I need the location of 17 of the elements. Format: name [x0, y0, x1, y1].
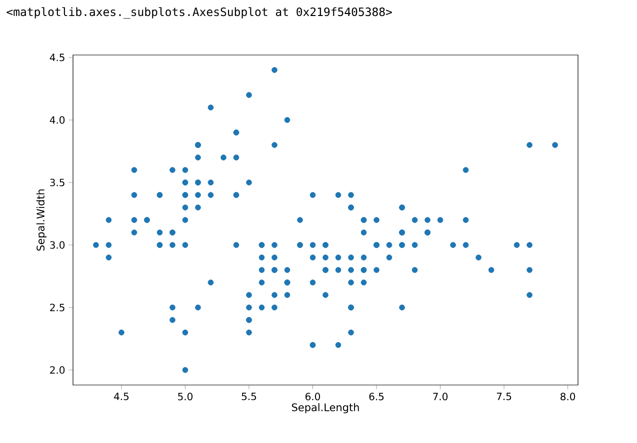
text: <matplotlib.axes._subplots.AxesSubplot at 0x219f5405388> [6, 7, 392, 19]
y-tick-label: 3.5 [50, 178, 64, 186]
y-axis-title: Sepal.Width [36, 189, 47, 251]
x-axis-title: Sepal.Length [292, 403, 359, 414]
x-tick-label: 5.0 [178, 392, 192, 400]
x-tick-label: 8.0 [560, 392, 576, 400]
x-tick-label: 6.0 [306, 392, 320, 400]
x-tick-label: 7.5 [496, 392, 512, 400]
y-tick-label: 4.5 [50, 54, 64, 62]
x-tick-label: 4.5 [114, 392, 129, 400]
x-tick-label: 6.5 [369, 392, 384, 400]
y-tick-label: 2.5 [50, 304, 64, 312]
y-tick-label: 3.0 [50, 241, 65, 249]
x-tick-label: 5.5 [242, 392, 256, 400]
y-tick-label: 2.0 [50, 366, 65, 374]
y-tick-label: 4.0 [50, 116, 65, 124]
x-tick-label: 7.0 [433, 392, 448, 400]
